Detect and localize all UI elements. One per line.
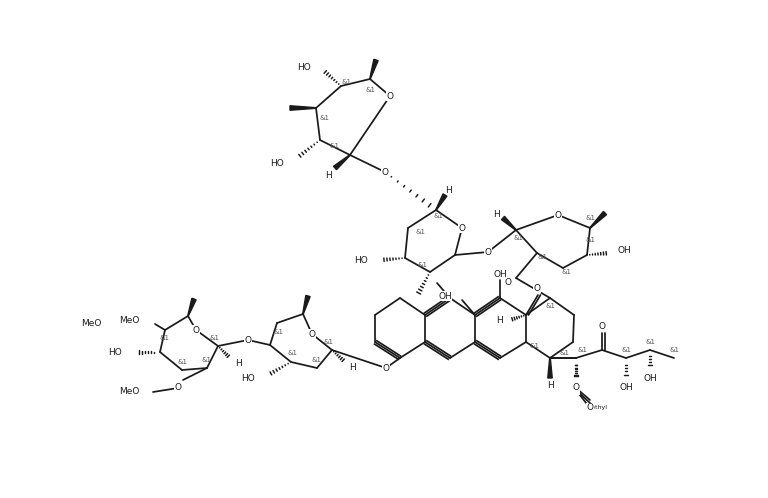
- Text: HO: HO: [297, 63, 311, 72]
- Text: &1: &1: [585, 237, 595, 243]
- Text: &1: &1: [287, 350, 297, 356]
- Text: O: O: [193, 326, 200, 335]
- Text: &1: &1: [320, 115, 330, 121]
- Text: &1: &1: [545, 303, 555, 309]
- Text: H: H: [445, 185, 452, 195]
- Text: MeO: MeO: [120, 316, 140, 325]
- Text: O: O: [505, 277, 511, 286]
- Text: OH: OH: [643, 374, 657, 382]
- Text: O: O: [386, 92, 393, 101]
- Text: H: H: [235, 359, 241, 368]
- Text: &1: &1: [538, 254, 548, 260]
- Text: OH: OH: [619, 383, 633, 392]
- Text: H: H: [496, 316, 503, 325]
- Text: MeO: MeO: [81, 319, 102, 328]
- Text: O: O: [534, 283, 541, 292]
- Text: &1: &1: [323, 339, 333, 345]
- Text: O: O: [572, 385, 580, 394]
- Text: &1: &1: [529, 343, 539, 349]
- Text: H: H: [349, 363, 356, 372]
- Text: O: O: [554, 211, 561, 220]
- Text: &1: &1: [433, 213, 443, 219]
- Text: O: O: [572, 383, 580, 392]
- Text: O: O: [458, 224, 465, 233]
- Text: &1: &1: [273, 329, 283, 335]
- Text: OH: OH: [439, 291, 452, 300]
- Text: &1: &1: [415, 229, 425, 235]
- Text: O: O: [244, 336, 251, 345]
- Text: &1: &1: [513, 235, 523, 241]
- Text: H: H: [494, 210, 501, 219]
- Polygon shape: [502, 216, 516, 230]
- Text: &1: &1: [621, 347, 631, 353]
- Text: O: O: [309, 330, 316, 339]
- Text: &1: &1: [210, 335, 220, 341]
- Text: methyl: methyl: [585, 405, 607, 410]
- Text: &1: &1: [329, 143, 339, 149]
- Text: &1: &1: [201, 357, 211, 363]
- Polygon shape: [590, 212, 607, 228]
- Text: O: O: [382, 167, 389, 176]
- Text: &1: &1: [561, 269, 571, 275]
- Polygon shape: [435, 194, 447, 210]
- Text: HO: HO: [108, 348, 122, 357]
- Text: O: O: [174, 383, 181, 392]
- Polygon shape: [303, 295, 310, 314]
- Text: H: H: [325, 170, 331, 179]
- Text: &1: &1: [160, 335, 170, 341]
- Text: &1: &1: [559, 350, 569, 356]
- Text: HO: HO: [270, 158, 284, 167]
- Polygon shape: [290, 106, 316, 110]
- Text: OH: OH: [618, 246, 632, 254]
- Text: &1: &1: [341, 79, 351, 85]
- Text: O: O: [598, 322, 605, 331]
- Text: O: O: [587, 403, 594, 412]
- Polygon shape: [333, 155, 350, 170]
- Text: H: H: [547, 381, 554, 390]
- Text: &1: &1: [585, 215, 595, 221]
- Text: HO: HO: [354, 255, 368, 264]
- Text: &1: &1: [645, 339, 655, 345]
- Text: OH: OH: [493, 269, 507, 278]
- Text: &1: &1: [311, 357, 321, 363]
- Text: &1: &1: [417, 262, 427, 268]
- Polygon shape: [187, 298, 196, 316]
- Text: HO: HO: [241, 374, 255, 382]
- Text: O: O: [382, 364, 389, 373]
- Text: &1: &1: [577, 347, 587, 353]
- Text: &1: &1: [365, 87, 375, 93]
- Polygon shape: [548, 358, 552, 378]
- Polygon shape: [369, 59, 378, 79]
- Text: O: O: [485, 248, 492, 256]
- Text: &1: &1: [177, 359, 187, 365]
- Text: MeO: MeO: [120, 387, 140, 396]
- Text: &1: &1: [669, 347, 679, 353]
